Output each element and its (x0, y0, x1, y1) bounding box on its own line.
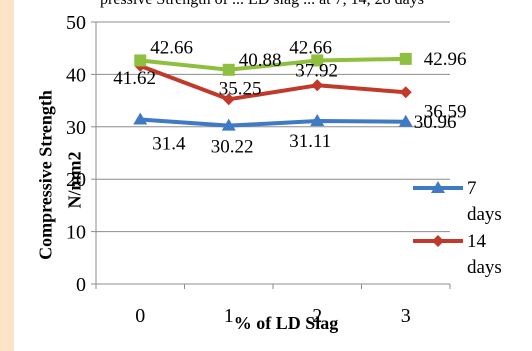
data-label-series-3: 40.88 (239, 50, 282, 71)
series-line-2 (139, 64, 406, 102)
y-tick-label: 30 (66, 117, 86, 139)
data-label-series-1: 31.11 (289, 131, 331, 152)
data-point-series-3 (311, 54, 324, 67)
data-point-series-3 (399, 52, 412, 65)
x-tick-label: 1 (224, 305, 234, 327)
data-point-series-2 (222, 93, 235, 106)
series-line-1 (140, 117, 406, 128)
data-label-series-1: 30.22 (211, 137, 254, 158)
data-point-series-1 (221, 118, 236, 131)
data-label-series-1: 31.4 (152, 133, 186, 154)
x-axis-label: % of LD Slag (233, 313, 339, 333)
x-tick-label: 0 (135, 305, 145, 327)
data-point-series-1 (310, 113, 325, 126)
data-point-series-1 (398, 114, 413, 127)
data-label-series-3: 42.66 (150, 37, 193, 58)
y-tick-label: 50 (66, 12, 86, 34)
x-tick-label: 2 (312, 305, 322, 327)
legend-label: 7 (467, 178, 477, 199)
legend-swatch-marker (432, 235, 444, 247)
data-label-series-3: 42.66 (289, 37, 332, 58)
data-label-series-2: 41.62 (113, 68, 156, 89)
left-decorative-band (0, 0, 14, 351)
data-label-series-1: 30.96 (414, 112, 457, 133)
series-line-3 (140, 56, 406, 72)
y-tick-label: 20 (66, 169, 86, 191)
legend-swatch-marker (431, 181, 445, 193)
data-label-series-2: 37.92 (295, 60, 338, 81)
data-point-series-2 (399, 86, 412, 99)
data-label-series-2: 36.59 (424, 101, 467, 122)
y-tick-label: 40 (66, 64, 86, 86)
data-label-series-3: 42.96 (424, 49, 467, 70)
data-label-series-2: 35.25 (219, 78, 262, 99)
data-point-series-3 (222, 63, 235, 76)
y-axis-label: Compressive Strength (35, 90, 56, 260)
data-point-series-3 (134, 54, 147, 67)
y-axis-unit-label: N/mm2 (64, 151, 85, 209)
data-point-series-2 (311, 79, 324, 92)
legend-label-line2: days (467, 257, 502, 278)
x-tick-label: 3 (401, 305, 411, 327)
y-tick-label: 10 (66, 222, 86, 244)
chart-title: pressive Strength of ... LD slag ... at … (100, 0, 424, 9)
legend-label: 14 (467, 231, 487, 252)
data-point-series-1 (133, 112, 148, 125)
legend-label-line2: days (467, 204, 502, 225)
y-tick-label: 0 (76, 274, 86, 296)
